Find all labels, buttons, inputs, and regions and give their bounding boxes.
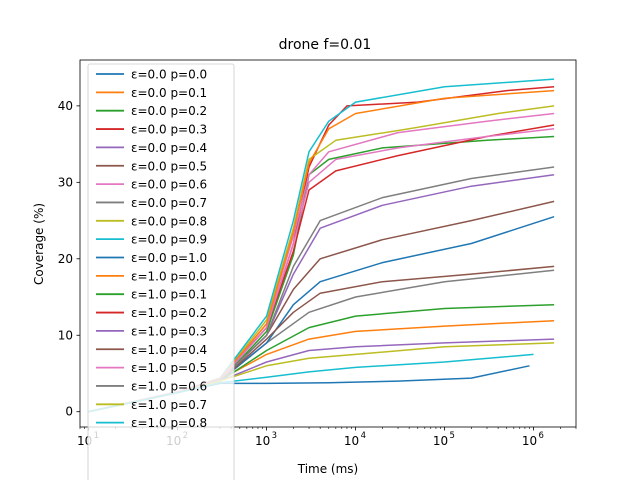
x-tick-exponent-2: 3 xyxy=(272,431,277,441)
y-axis: 0 10 20 30 40 xyxy=(58,99,80,419)
legend-label-5: ε=0.0 p=0.5 xyxy=(131,159,207,173)
y-axis-label: Coverage (%) xyxy=(32,203,46,285)
legend-label-9: ε=0.0 p=0.9 xyxy=(131,233,207,247)
legend-label-15: ε=1.0 p=0.4 xyxy=(131,343,207,357)
x-tick-exponent-4: 5 xyxy=(450,431,455,441)
legend-label-11: ε=1.0 p=0.0 xyxy=(131,269,207,283)
legend-label-6: ε=0.0 p=0.6 xyxy=(131,178,207,192)
legend-label-19: ε=1.0 p=0.8 xyxy=(131,416,207,430)
legend-label-13: ε=1.0 p=0.2 xyxy=(131,306,207,320)
legend-label-17: ε=1.0 p=0.6 xyxy=(131,379,207,393)
x-tick-label-2: 10 xyxy=(255,434,270,448)
legend-box xyxy=(87,63,235,480)
legend-label-0: ε=0.0 p=0.0 xyxy=(131,68,207,82)
legend-label-2: ε=0.0 p=0.2 xyxy=(131,104,207,118)
legend-label-16: ε=1.0 p=0.5 xyxy=(131,361,207,375)
y-tick-label-1: 10 xyxy=(58,328,73,342)
legend-label-10: ε=0.0 p=1.0 xyxy=(131,251,207,265)
legend-label-3: ε=0.0 p=0.3 xyxy=(131,123,207,137)
legend-label-18: ε=1.0 p=0.7 xyxy=(131,398,207,412)
x-axis-label: Time (ms) xyxy=(297,462,359,476)
legend: ε=0.0 p=0.0 ε=0.0 p=0.1 ε=0.0 p=0.2 ε=0.0 p… xyxy=(87,63,235,480)
y-tick-label-3: 30 xyxy=(58,175,73,189)
legend-label-12: ε=1.0 p=0.1 xyxy=(131,288,207,302)
x-tick-label-5: 10 xyxy=(522,434,537,448)
legend-label-7: ε=0.0 p=0.7 xyxy=(131,196,207,210)
x-tick-exponent-3: 4 xyxy=(361,431,366,441)
y-tick-label-0: 0 xyxy=(65,405,73,419)
y-tick-label-4: 40 xyxy=(58,99,73,113)
legend-label-4: ε=0.0 p=0.4 xyxy=(131,141,207,155)
x-tick-label-4: 10 xyxy=(433,434,448,448)
x-tick-label-3: 10 xyxy=(344,434,359,448)
legend-label-8: ε=0.0 p=0.8 xyxy=(131,214,207,228)
y-tick-label-2: 20 xyxy=(58,252,73,266)
plot-frame xyxy=(79,59,577,428)
x-tick-exponent-5: 6 xyxy=(539,431,544,441)
legend-label-1: ε=0.0 p=0.1 xyxy=(131,86,207,100)
chart-title: drone f=0.01 xyxy=(279,37,372,53)
legend-label-14: ε=1.0 p=0.3 xyxy=(131,324,207,338)
